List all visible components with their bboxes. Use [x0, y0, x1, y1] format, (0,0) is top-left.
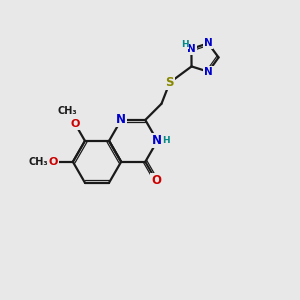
Text: H: H — [181, 40, 189, 49]
Text: N: N — [152, 134, 162, 147]
Text: N: N — [204, 38, 212, 48]
Text: H: H — [162, 136, 170, 146]
Text: N: N — [116, 113, 126, 127]
Text: N: N — [187, 44, 196, 54]
Text: O: O — [151, 174, 161, 187]
Text: S: S — [166, 76, 174, 89]
Text: O: O — [48, 157, 58, 167]
Text: N: N — [204, 67, 213, 77]
Text: CH₃: CH₃ — [28, 157, 48, 167]
Text: O: O — [70, 119, 80, 129]
Text: CH₃: CH₃ — [58, 106, 77, 116]
